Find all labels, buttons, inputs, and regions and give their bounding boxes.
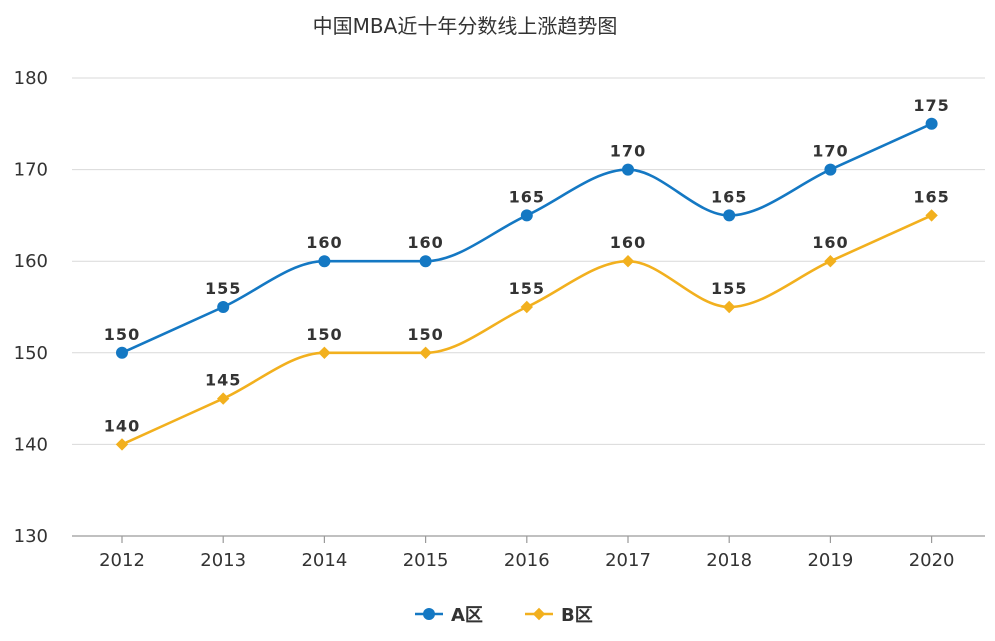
data-point [116,346,128,359]
data-label: 160 [306,233,342,252]
data-point [217,392,230,405]
x-tick-label: 2018 [706,550,752,571]
data-point [217,301,230,313]
x-tick-label: 2017 [605,550,651,571]
axes: 130 140 150 160 170 180 2012 2013 2014 2015 2016 20… [14,68,985,571]
data-label: 155 [711,279,747,298]
data-point [925,117,938,130]
data-label: 140 [104,416,140,435]
data-label: 155 [509,279,545,298]
x-tick-label: 2015 [403,550,449,571]
data-label: 165 [711,187,747,206]
data-label: 175 [913,96,949,115]
data-label: 170 [812,142,848,161]
series-a [116,117,938,359]
data-label: 150 [104,325,140,344]
chart-title: 中国MBA近十年分数线上涨趋势图 [313,14,618,38]
data-point [723,300,736,314]
data-point [723,209,736,222]
data-label: 170 [610,142,646,161]
data-point [419,346,432,359]
x-tick-label: 2014 [301,550,347,571]
x-tick-label: 2019 [807,550,853,571]
y-tick-label: 130 [14,526,48,547]
data-point [115,438,129,451]
data-label: 150 [306,325,342,344]
data-point [318,255,331,268]
data-point [622,163,634,176]
data-label: 160 [812,233,848,252]
series-group [115,117,938,451]
data-point [621,255,635,268]
series-line [121,214,933,446]
series-line [121,122,933,354]
legend-item-a[interactable]: A区 [415,605,483,626]
data-label: 160 [610,233,646,252]
data-label: 155 [205,279,241,298]
legend[interactable]: A区 B区 [415,605,593,626]
y-tick-label: 160 [14,251,48,272]
data-point [318,346,331,359]
data-label: 160 [407,233,443,252]
data-label: 165 [913,187,949,206]
data-labels: 150 155 160 160 165 170 165 170 175 140 145 150 150 1… [104,96,949,436]
data-label: 150 [407,325,443,344]
legend-marker [532,607,546,621]
data-point [824,163,837,176]
y-tick-label: 140 [14,434,48,455]
legend-label: A区 [451,605,483,626]
legend-label: B区 [561,605,593,626]
x-tick-label: 2013 [200,550,246,571]
data-label: 165 [509,187,545,206]
data-point [824,255,837,268]
x-tick-label: 2012 [99,550,145,571]
x-tick-label: 2020 [909,550,955,571]
data-point [520,300,533,314]
data-point [419,255,432,268]
data-label: 145 [205,371,241,390]
legend-item-b[interactable]: B区 [525,605,593,626]
legend-marker [423,608,435,620]
x-tick-label: 2016 [504,550,550,571]
data-point [925,209,938,222]
y-tick-label: 170 [14,160,48,181]
y-tick-label: 180 [14,68,48,89]
data-point [520,209,533,222]
series-b [115,209,938,451]
y-tick-label: 150 [14,343,48,364]
